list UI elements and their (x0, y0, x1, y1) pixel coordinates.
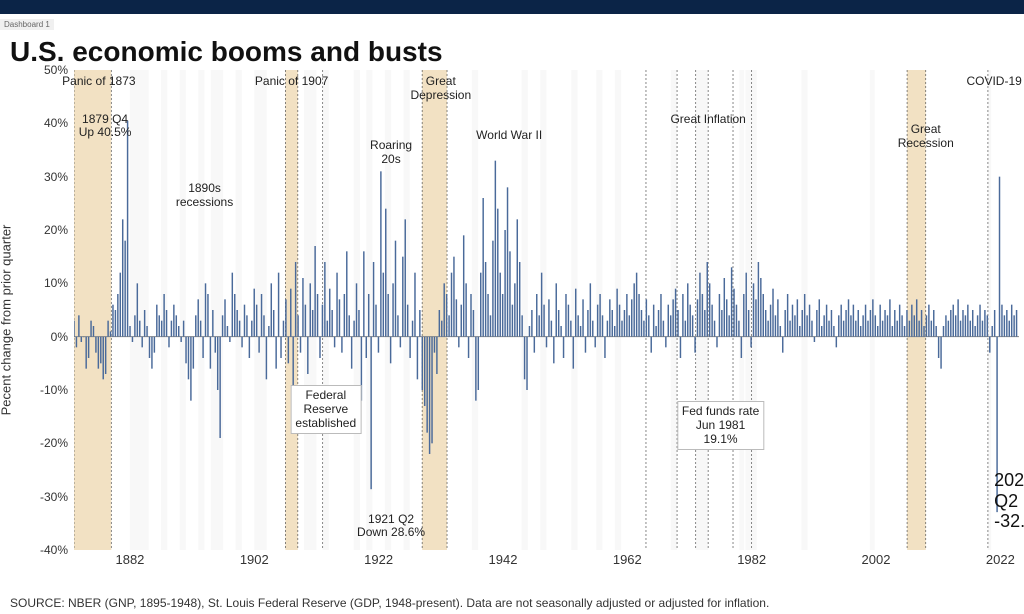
x-tick-label: 1922 (364, 552, 393, 567)
x-tick-label: 1942 (489, 552, 518, 567)
y-tick-label: 40% (44, 116, 68, 130)
y-tick-label: 0% (51, 330, 68, 344)
x-axis-ticks: 1882 1902 1922 1942 1962 1982 2002 2022 (74, 552, 1019, 570)
x-tick-label: 1962 (613, 552, 642, 567)
y-tick-label: 10% (44, 276, 68, 290)
annotation-label: FederalReserveestablished (290, 385, 361, 434)
y-tick-label: 30% (44, 170, 68, 184)
plot-area: Panic of 18731879 Q4Up 40.5%1890srecessi… (74, 70, 1019, 550)
chart-area: Pecent change from prior quarter -40%-30… (10, 70, 1019, 570)
source-caption: SOURCE: NBER (GNP, 1895-1948), St. Louis… (10, 596, 769, 610)
x-tick-label: 2002 (862, 552, 891, 567)
annotation-label: 1879 Q4Up 40.5% (79, 113, 132, 141)
chart-svg (74, 70, 1019, 550)
x-tick-label: 1982 (737, 552, 766, 567)
annotation-callout: 2020 Q2-32.9% (994, 470, 1024, 532)
annotation-label: COVID-19 (966, 75, 1021, 89)
annotation-label: GreatRecession (898, 123, 954, 151)
annotation-label: Panic of 1907 (255, 75, 328, 89)
y-tick-label: -20% (40, 436, 68, 450)
y-tick-label: 20% (44, 223, 68, 237)
y-tick-label: -40% (40, 543, 68, 557)
annotation-label: World War II (476, 129, 542, 143)
dashboard-tag: Dashboard 1 (0, 19, 54, 30)
annotation-label: Great Inflation (670, 113, 745, 127)
annotation-label: 1890srecessions (176, 182, 233, 210)
annotation-label: Fed funds rateJun 198119.1% (677, 401, 764, 450)
annotation-label: 1921 Q2Down 28.6% (357, 513, 425, 541)
x-tick-label: 1882 (115, 552, 144, 567)
annotation-label: Panic of 1873 (62, 75, 135, 89)
annotation-label: GreatDepression (410, 75, 471, 103)
annotation-label: Roaring20s (370, 139, 412, 167)
x-tick-label: 1902 (240, 552, 269, 567)
chart-title: U.S. economic booms and busts (0, 32, 1024, 70)
y-tick-label: -10% (40, 383, 68, 397)
y-tick-label: -30% (40, 490, 68, 504)
top-bar (0, 0, 1024, 14)
y-axis-ticks: -40%-30%-20%-10%0%10%20%30%40%50% (28, 70, 72, 570)
x-tick-label: 2022 (986, 552, 1015, 567)
y-axis-label: Pecent change from prior quarter (0, 225, 14, 416)
